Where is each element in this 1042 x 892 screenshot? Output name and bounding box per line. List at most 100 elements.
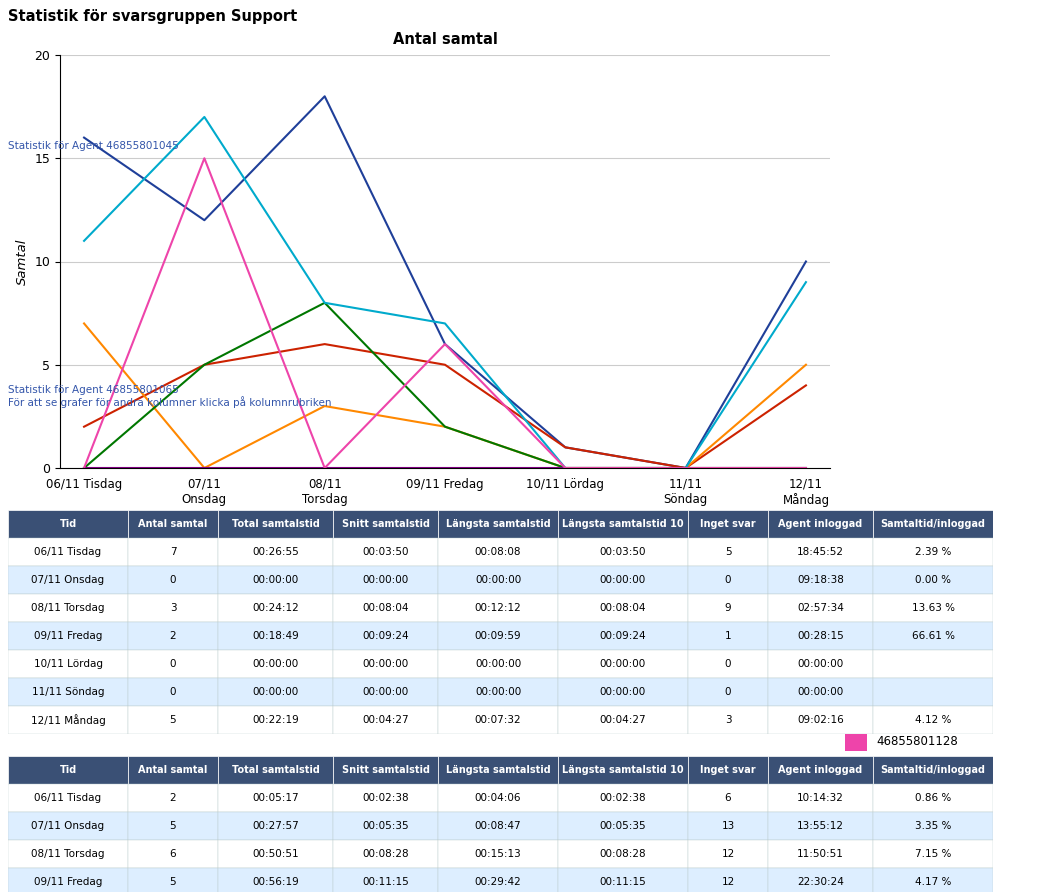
Bar bbox=[218, 868, 333, 892]
Text: 00:00:00: 00:00:00 bbox=[600, 575, 646, 585]
Text: 00:00:00: 00:00:00 bbox=[252, 575, 299, 585]
Text: Inget svar: Inget svar bbox=[700, 519, 755, 529]
Bar bbox=[845, 543, 867, 563]
Bar bbox=[8, 812, 128, 840]
Text: 3: 3 bbox=[170, 603, 176, 613]
Text: Längsta samtalstid: Längsta samtalstid bbox=[446, 765, 550, 775]
46855801087 bbox=[679, 463, 692, 474]
Text: 00:04:06: 00:04:06 bbox=[475, 793, 521, 803]
Text: 0: 0 bbox=[170, 659, 176, 669]
Text: 00:09:24: 00:09:24 bbox=[600, 631, 646, 641]
Bar bbox=[559, 510, 688, 538]
46855801069 bbox=[198, 463, 210, 474]
Bar bbox=[218, 840, 333, 868]
Bar bbox=[128, 678, 218, 706]
Text: 4.12 %: 4.12 % bbox=[915, 715, 951, 725]
Text: 00:50:51: 00:50:51 bbox=[252, 849, 299, 859]
Bar bbox=[873, 784, 993, 812]
Text: 11/11 Söndag: 11/11 Söndag bbox=[31, 687, 104, 697]
Text: Tid: Tid bbox=[59, 519, 77, 529]
Bar bbox=[688, 784, 768, 812]
Bar bbox=[438, 868, 559, 892]
Bar bbox=[559, 538, 688, 566]
Text: 00:03:50: 00:03:50 bbox=[600, 547, 646, 557]
Text: 0.00 %: 0.00 % bbox=[915, 575, 951, 585]
Bar bbox=[333, 784, 438, 812]
Text: 0: 0 bbox=[170, 575, 176, 585]
Text: 13:55:12: 13:55:12 bbox=[797, 821, 844, 831]
46855801128 bbox=[78, 463, 91, 474]
Bar bbox=[873, 650, 993, 678]
Bar bbox=[559, 756, 688, 784]
Text: 09/11 Fredag: 09/11 Fredag bbox=[33, 631, 102, 641]
Text: 6: 6 bbox=[170, 849, 176, 859]
Bar bbox=[688, 566, 768, 594]
46855801045 bbox=[560, 442, 572, 453]
Bar bbox=[768, 622, 873, 650]
Text: 00:02:38: 00:02:38 bbox=[600, 793, 646, 803]
Text: Tid: Tid bbox=[59, 765, 77, 775]
Bar bbox=[688, 510, 768, 538]
Bar bbox=[768, 840, 873, 868]
Bar bbox=[768, 510, 873, 538]
Text: Statistik för svarsgruppen Support: Statistik för svarsgruppen Support bbox=[8, 10, 297, 24]
Text: 00:05:17: 00:05:17 bbox=[252, 793, 299, 803]
X-axis label: Tidpunkt: Tidpunkt bbox=[416, 512, 474, 525]
46855801087 bbox=[560, 463, 572, 474]
46855801128 bbox=[560, 463, 572, 474]
Text: 00:11:15: 00:11:15 bbox=[363, 877, 408, 887]
Text: 09/11 Fredag: 09/11 Fredag bbox=[33, 877, 102, 887]
Y-axis label: Samtal: Samtal bbox=[16, 238, 29, 285]
Text: 12: 12 bbox=[721, 849, 735, 859]
46855801066 bbox=[799, 463, 812, 474]
Text: 2: 2 bbox=[170, 793, 176, 803]
Text: 12/11 Måndag: 12/11 Måndag bbox=[30, 714, 105, 726]
Bar bbox=[8, 706, 128, 734]
Bar bbox=[218, 566, 333, 594]
Bar bbox=[128, 538, 218, 566]
Bar bbox=[128, 812, 218, 840]
Bar bbox=[438, 784, 559, 812]
Bar bbox=[333, 566, 438, 594]
Bar bbox=[218, 650, 333, 678]
Text: 06/11 Tisdag: 06/11 Tisdag bbox=[34, 547, 101, 557]
Text: Samtaltid/inloggad: Samtaltid/inloggad bbox=[880, 765, 986, 775]
Text: 22:30:24: 22:30:24 bbox=[797, 877, 844, 887]
Bar bbox=[438, 538, 559, 566]
Bar bbox=[438, 812, 559, 840]
Bar bbox=[873, 756, 993, 784]
Text: 46855801087: 46855801087 bbox=[876, 704, 958, 716]
Bar bbox=[218, 812, 333, 840]
Bar bbox=[128, 868, 218, 892]
Bar bbox=[559, 650, 688, 678]
Bar bbox=[768, 868, 873, 892]
Text: 09:02:16: 09:02:16 bbox=[797, 715, 844, 725]
Bar bbox=[873, 840, 993, 868]
46855801087 bbox=[799, 277, 812, 287]
46855801045 bbox=[439, 359, 451, 370]
Bar bbox=[438, 650, 559, 678]
46855801128 bbox=[679, 463, 692, 474]
Text: Statistik för Agent 46855801065: Statistik för Agent 46855801065 bbox=[8, 385, 179, 395]
Text: 00:08:28: 00:08:28 bbox=[363, 849, 408, 859]
Line: 46855801065: 46855801065 bbox=[84, 324, 805, 468]
Text: 46855801069: 46855801069 bbox=[876, 672, 959, 685]
46855801069 bbox=[560, 463, 572, 474]
Text: 0: 0 bbox=[170, 687, 176, 697]
Bar bbox=[559, 706, 688, 734]
Text: 00:08:28: 00:08:28 bbox=[600, 849, 646, 859]
Text: 9: 9 bbox=[724, 603, 731, 613]
Text: För att se grafer för andra kolumner klicka på kolumnrubriken: För att se grafer för andra kolumner kli… bbox=[8, 396, 331, 408]
Text: Total samtalstid: Total samtalstid bbox=[231, 519, 320, 529]
Bar bbox=[768, 538, 873, 566]
Text: 00:00:00: 00:00:00 bbox=[475, 687, 521, 697]
Bar bbox=[688, 594, 768, 622]
Text: 02:57:34: 02:57:34 bbox=[797, 603, 844, 613]
Bar bbox=[218, 784, 333, 812]
Bar bbox=[873, 510, 993, 538]
46855801045 bbox=[319, 339, 331, 350]
Text: 2.39 %: 2.39 % bbox=[915, 547, 951, 557]
Text: Snitt samtalstid: Snitt samtalstid bbox=[342, 519, 429, 529]
Text: 4.17 %: 4.17 % bbox=[915, 877, 951, 887]
Bar bbox=[333, 650, 438, 678]
